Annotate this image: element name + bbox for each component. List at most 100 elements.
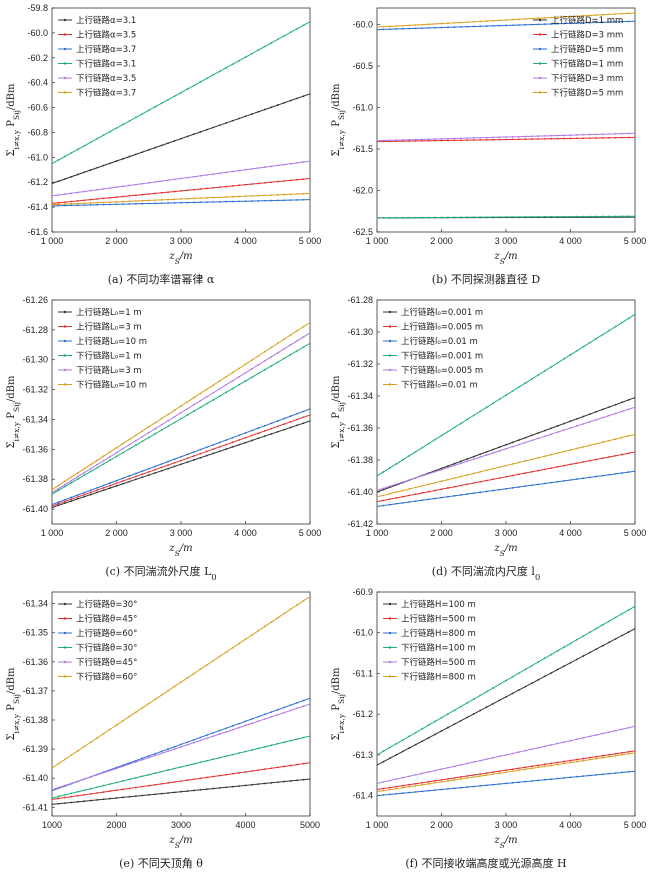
series-point (588, 14, 591, 17)
series-point (453, 765, 456, 768)
series-point (115, 482, 118, 485)
legend-label: 上行链路D=1 mm (551, 15, 623, 26)
series-point (289, 426, 292, 429)
series-point (401, 784, 404, 787)
series-point (212, 384, 215, 387)
series-point (160, 694, 163, 696)
series-point (263, 782, 266, 785)
series-point (498, 24, 501, 27)
legend-label: 上行链路L₀=1 m (76, 307, 142, 318)
series-point (147, 793, 150, 796)
series-point (382, 789, 385, 792)
series-point (556, 22, 559, 25)
series-point (147, 193, 150, 195)
series-point (212, 73, 215, 76)
series-point (102, 455, 105, 458)
series-point (283, 780, 286, 783)
panel-caption: (f) 不同接收端高度或光源高度 H (405, 856, 566, 870)
series-point (283, 34, 286, 37)
series-point (289, 420, 292, 423)
series-point (395, 792, 398, 795)
series-point (479, 25, 482, 28)
series-point (543, 370, 546, 372)
series-point (576, 638, 578, 641)
series-point (505, 447, 507, 450)
series-point (492, 24, 494, 27)
series-point (518, 461, 520, 464)
series-point (160, 466, 163, 469)
series-point (52, 767, 53, 769)
series-point (173, 178, 176, 181)
series-point (518, 18, 520, 21)
series-point (543, 134, 546, 137)
series-point (434, 781, 436, 784)
series-point (466, 762, 469, 765)
series-point (128, 443, 131, 446)
series-point (173, 140, 176, 142)
series-point (608, 414, 611, 417)
series-point (408, 747, 411, 749)
series-point (102, 784, 105, 787)
series-point (128, 763, 131, 765)
y-tick-label: -61.38 (347, 455, 373, 465)
series-point (576, 22, 578, 25)
series-point (634, 132, 635, 135)
series-point (447, 139, 449, 142)
series-point (466, 137, 469, 140)
series-point (102, 771, 105, 774)
series-point (244, 720, 247, 723)
series-group (52, 342, 310, 496)
series-point (414, 791, 417, 793)
series-point (141, 470, 144, 473)
series-point (588, 476, 591, 479)
series-point (588, 758, 591, 761)
series-point (427, 789, 430, 792)
series-point (608, 136, 611, 139)
series-point (377, 788, 378, 791)
series-point (186, 743, 189, 746)
y-axis-label: Σi≠x,y PSij/dBm (6, 667, 21, 741)
series-point (70, 204, 73, 207)
legend-marker (63, 602, 67, 606)
series-point (556, 361, 559, 364)
series-group (377, 605, 635, 756)
series-point (289, 764, 292, 767)
legend-label: 上行链路H=800 m (401, 628, 476, 639)
series-point (511, 138, 514, 141)
series-point (485, 690, 488, 693)
series-point (122, 480, 124, 482)
series-point (498, 466, 501, 469)
series-point (199, 788, 202, 791)
series-point (472, 774, 475, 776)
series-point (421, 139, 424, 142)
series-point (556, 480, 559, 483)
series-point (147, 471, 150, 473)
series-point (634, 751, 635, 754)
series-group (52, 778, 310, 806)
series-point (588, 21, 591, 24)
series-point (414, 493, 417, 496)
series-point (244, 432, 247, 434)
legend-marker (388, 383, 392, 386)
legend-label: 上行链路D=5 mm (551, 44, 623, 55)
series-point (251, 367, 253, 370)
series-point (212, 196, 215, 199)
y-tick-label: -61.5 (352, 144, 373, 154)
series-point (608, 439, 611, 442)
series-point (563, 777, 565, 779)
series-point (395, 483, 398, 486)
series-point (511, 770, 514, 773)
series-point (309, 420, 310, 422)
x-tick-label: 5 000 (624, 236, 647, 246)
y-tick-label: -61.1 (352, 668, 373, 678)
legend-label: 下行链路D=5 mm (551, 88, 623, 99)
series-point (601, 133, 604, 136)
series-point (102, 798, 105, 801)
y-tick-label: -61.40 (347, 487, 373, 497)
series-point (180, 681, 182, 684)
series-point (434, 470, 436, 473)
series-point (193, 410, 195, 413)
y-tick-label: -61.34 (22, 414, 48, 424)
series-point (109, 201, 111, 204)
series-point (518, 24, 520, 26)
